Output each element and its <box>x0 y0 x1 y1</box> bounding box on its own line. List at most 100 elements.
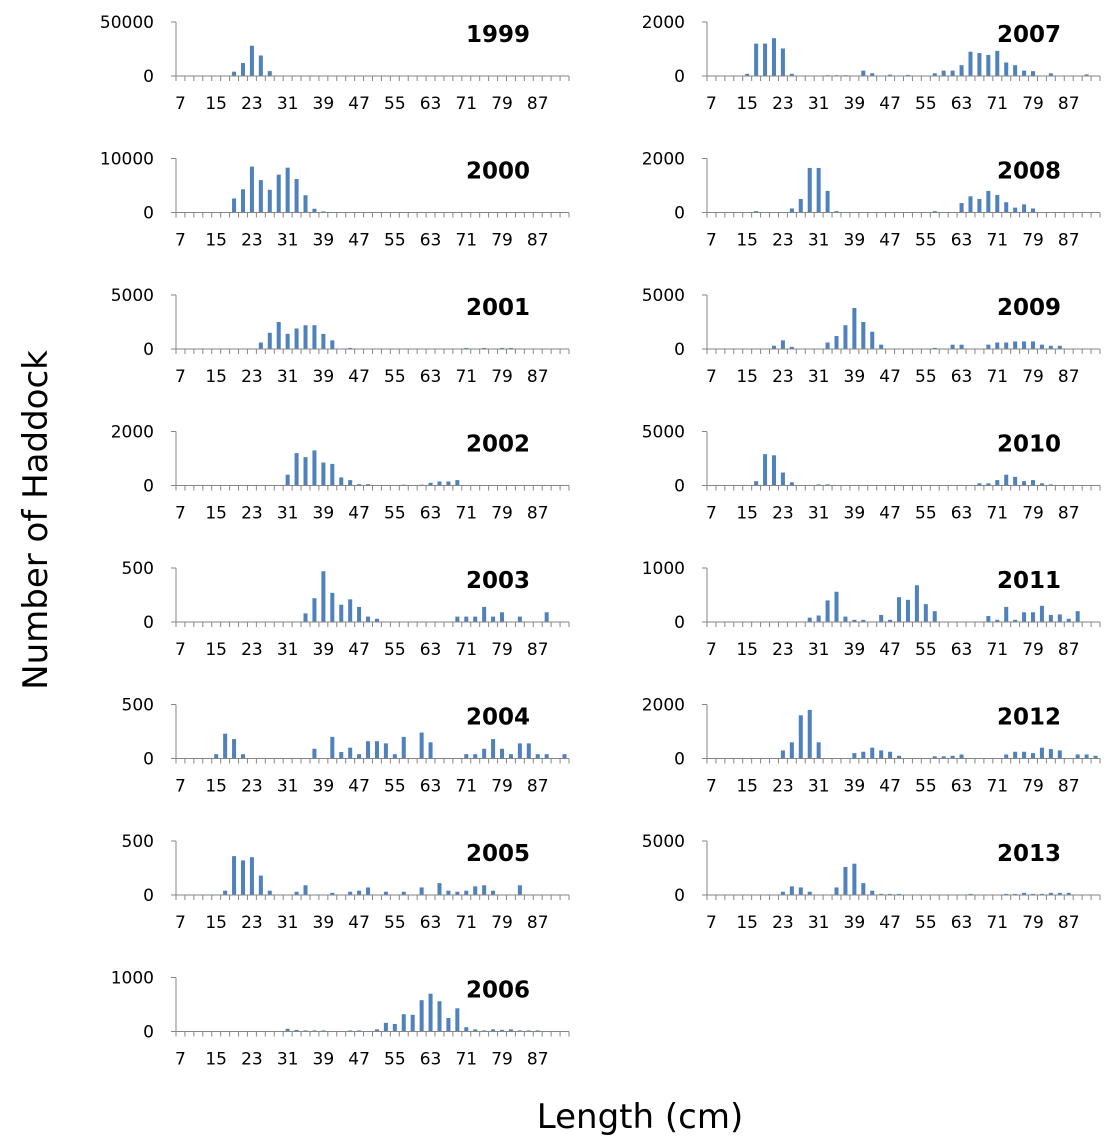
x-tick-label: 39 <box>844 504 866 524</box>
bar <box>1004 606 1009 622</box>
bar <box>312 208 317 213</box>
y-tick-label: 500 <box>122 559 154 579</box>
bar <box>446 481 451 486</box>
x-tick-label: 7 <box>175 777 186 797</box>
y-tick-label: 0 <box>143 67 154 87</box>
bar <box>879 750 884 759</box>
bar <box>986 483 991 486</box>
y-axis-title: Number of Haddock <box>16 350 56 690</box>
panel-1999: 50000 0 7 15 23 31 39 47 55 63 71 79 87 1999 <box>100 13 570 114</box>
x-tick-label: 87 <box>1058 504 1080 524</box>
x-tick-label: 23 <box>241 367 263 387</box>
panel-2003: 500 0 7 15 23 31 39 47 55 63 71 79 87 2003 <box>122 559 570 660</box>
bar <box>419 732 424 759</box>
x-tick-label: 39 <box>313 640 335 660</box>
bar <box>392 1023 397 1032</box>
bar <box>401 736 406 759</box>
y-tick-label: 0 <box>143 750 154 770</box>
bar <box>366 616 371 622</box>
bar <box>888 74 893 76</box>
x-tick-label: 39 <box>313 504 335 524</box>
x-tick-label: 15 <box>736 777 758 797</box>
bar <box>852 307 857 349</box>
bar <box>312 450 317 486</box>
x-tick-label: 63 <box>951 640 973 660</box>
x-tick-label: 87 <box>527 640 549 660</box>
bar <box>544 612 549 622</box>
bar <box>357 890 362 895</box>
x-tick-label: 87 <box>1058 94 1080 114</box>
bar <box>294 179 299 213</box>
bar <box>798 887 803 895</box>
bar <box>1066 892 1071 895</box>
x-tick-label: 23 <box>241 640 263 660</box>
x-axis-title: Length (cm) <box>537 1097 743 1137</box>
bar <box>312 325 317 349</box>
bar <box>754 43 759 76</box>
x-tick-label: 31 <box>277 367 299 387</box>
x-tick-label: 39 <box>844 913 866 933</box>
bar <box>374 1029 379 1032</box>
bar <box>879 344 884 349</box>
bar <box>780 340 785 349</box>
bar <box>500 748 505 759</box>
x-tick-label: 7 <box>706 231 717 251</box>
x-tick-label: 71 <box>986 367 1008 387</box>
bar <box>754 481 759 486</box>
panel-2004: 500 0 7 15 23 31 39 47 55 63 71 79 87 2004 <box>122 696 570 797</box>
y-tick-label: 1000 <box>111 969 154 989</box>
bar <box>852 753 857 759</box>
bar <box>771 38 776 76</box>
bar <box>780 472 785 486</box>
bar <box>843 616 848 622</box>
bar <box>1066 618 1071 622</box>
bar <box>240 189 245 213</box>
x-tick-label: 7 <box>175 1050 186 1070</box>
y-tick-label: 500 <box>122 696 154 716</box>
bar <box>517 885 522 895</box>
bar <box>249 857 254 895</box>
bar <box>932 211 937 213</box>
bar <box>455 616 460 622</box>
x-tick-label: 31 <box>277 94 299 114</box>
x-tick-label: 39 <box>844 367 866 387</box>
panel-title: 2007 <box>997 22 1061 48</box>
bar <box>1031 208 1036 213</box>
bar <box>508 754 513 759</box>
x-tick-label: 63 <box>951 913 973 933</box>
bar <box>1022 751 1027 759</box>
x-tick-label: 39 <box>313 367 335 387</box>
x-tick-label: 47 <box>348 913 370 933</box>
bar <box>508 1029 513 1032</box>
bar <box>1031 480 1036 486</box>
bar <box>1039 605 1044 622</box>
bar <box>941 70 946 76</box>
x-tick-label: 63 <box>420 504 442 524</box>
bar <box>968 893 973 895</box>
x-tick-label: 71 <box>986 777 1008 797</box>
x-tick-label: 55 <box>915 94 937 114</box>
bar <box>526 743 531 759</box>
x-tick-label: 7 <box>706 777 717 797</box>
x-tick-label: 55 <box>915 777 937 797</box>
panel-title: 2009 <box>997 295 1061 321</box>
bar <box>214 754 219 759</box>
x-tick-label: 55 <box>915 640 937 660</box>
bar <box>1048 73 1053 76</box>
y-tick-label: 0 <box>674 477 685 497</box>
bar <box>446 890 451 895</box>
x-tick-label: 23 <box>772 94 794 114</box>
bar <box>1022 612 1027 622</box>
bar <box>1084 754 1089 759</box>
x-tick-label: 79 <box>491 231 513 251</box>
x-tick-label: 71 <box>986 913 1008 933</box>
panel-2011: 1000 0 7 15 23 31 39 47 55 63 71 79 87 2011 <box>642 559 1101 660</box>
panel-title: 2004 <box>466 705 530 731</box>
x-tick-label: 15 <box>205 1050 227 1070</box>
x-tick-label: 87 <box>527 913 549 933</box>
y-tick-label: 0 <box>143 613 154 633</box>
bar <box>348 347 353 349</box>
panel-2005: 500 0 7 15 23 31 39 47 55 63 71 79 87 2005 <box>122 832 570 933</box>
x-tick-label: 47 <box>879 504 901 524</box>
bar <box>1013 65 1018 76</box>
